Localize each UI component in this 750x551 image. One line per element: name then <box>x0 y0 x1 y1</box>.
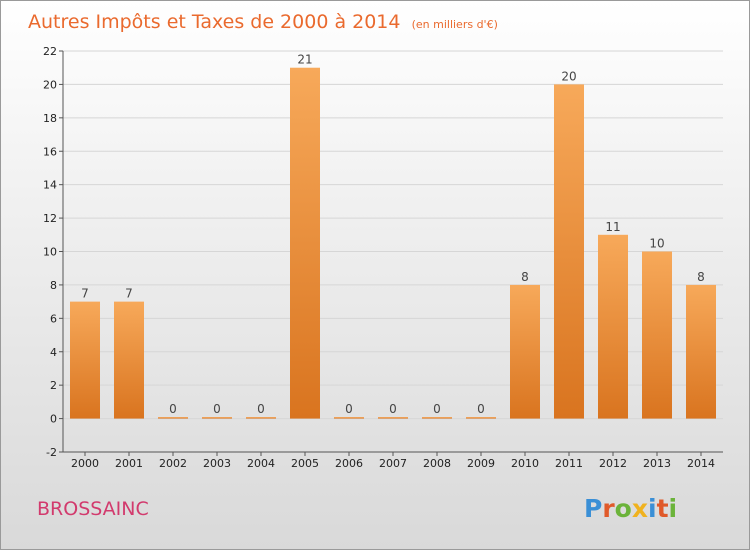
x-tick-label-2004: 2004 <box>247 457 275 470</box>
bar-2012 <box>598 234 628 419</box>
value-label-2001: 7 <box>125 287 133 301</box>
x-tick-label-2003: 2003 <box>203 457 231 470</box>
bar-2014 <box>686 284 716 419</box>
y-tick-label: 6 <box>50 312 57 325</box>
y-tick-label: 8 <box>50 279 57 292</box>
value-label-2000: 7 <box>81 287 89 301</box>
bar-2003 <box>202 417 232 419</box>
value-label-2013: 10 <box>649 237 664 251</box>
x-tick-label-2005: 2005 <box>291 457 319 470</box>
axes <box>62 51 723 456</box>
value-label-2012: 11 <box>605 220 620 234</box>
x-tick-label-2013: 2013 <box>643 457 671 470</box>
bar-2010 <box>510 284 540 419</box>
bar-2000 <box>70 301 100 419</box>
value-label-2014: 8 <box>697 270 705 284</box>
x-tick-labels: 2000 2001 2002 2003 2004 2005 2006 2007 2008 2009… <box>71 457 715 470</box>
value-labels: 7 7 0 0 0 21 0 0 0 0 8 20 11 10 8 <box>81 53 705 416</box>
y-tick-label: 18 <box>43 112 57 125</box>
value-label-2004: 0 <box>257 402 265 416</box>
bar-2005 <box>290 67 320 419</box>
proxiti-logo[interactable]: Proxiti <box>584 494 677 523</box>
logo-letter: i <box>648 494 657 523</box>
logo-letter: o <box>615 494 632 523</box>
bars <box>70 67 716 419</box>
logo-letter: i <box>669 494 678 523</box>
x-tick-label-2009: 2009 <box>467 457 495 470</box>
value-label-2003: 0 <box>213 402 221 416</box>
bar-2008 <box>422 417 452 419</box>
value-label-2010: 8 <box>521 270 529 284</box>
x-tick-label-2001: 2001 <box>115 457 143 470</box>
y-tick-label: 16 <box>43 145 57 158</box>
value-label-2009: 0 <box>477 402 485 416</box>
logo-letter: x <box>632 494 648 523</box>
value-label-2007: 0 <box>389 402 397 416</box>
x-tick-label-2008: 2008 <box>423 457 451 470</box>
logo-letter: t <box>657 494 669 523</box>
y-tick-label: 12 <box>43 212 57 225</box>
logo-letter: r <box>602 494 615 523</box>
bar-2004 <box>246 417 276 419</box>
bar-2006 <box>334 417 364 419</box>
bar-2011 <box>554 84 584 419</box>
x-tick-label-2002: 2002 <box>159 457 187 470</box>
commune-name: BROSSAINC <box>37 498 149 520</box>
y-tick-label: -2 <box>46 446 57 459</box>
x-tick-label-2007: 2007 <box>379 457 407 470</box>
x-tick-label-2010: 2010 <box>511 457 539 470</box>
x-tick-label-2000: 2000 <box>71 457 99 470</box>
bar-2001 <box>114 301 144 419</box>
value-label-2002: 0 <box>169 402 177 416</box>
y-tick-label: 0 <box>50 413 57 426</box>
value-label-2011: 20 <box>561 69 576 83</box>
logo-letter: P <box>584 494 602 523</box>
y-tick-label: 20 <box>43 78 57 91</box>
x-tick-label-2014: 2014 <box>687 457 715 470</box>
x-tick-label-2006: 2006 <box>335 457 363 470</box>
x-tick-label-2011: 2011 <box>555 457 583 470</box>
y-tick-labels: -2 0 2 4 6 8 10 12 14 16 18 20 22 <box>43 45 57 459</box>
bar-2009 <box>466 417 496 419</box>
y-tick-label: 22 <box>43 45 57 58</box>
value-label-2006: 0 <box>345 402 353 416</box>
value-label-2005: 21 <box>297 53 312 67</box>
y-tick-label: 14 <box>43 179 57 192</box>
bar-2007 <box>378 417 408 419</box>
bar-2002 <box>158 417 188 419</box>
x-tick-label-2012: 2012 <box>599 457 627 470</box>
chart-title: Autres Impôts et Taxes de 2000 à 2014 (e… <box>28 11 498 33</box>
y-tick-label: 4 <box>50 346 57 359</box>
bar-2013 <box>642 251 672 419</box>
y-tick-label: 10 <box>43 246 57 259</box>
y-tick-label: 2 <box>50 379 57 392</box>
value-label-2008: 0 <box>433 402 441 416</box>
